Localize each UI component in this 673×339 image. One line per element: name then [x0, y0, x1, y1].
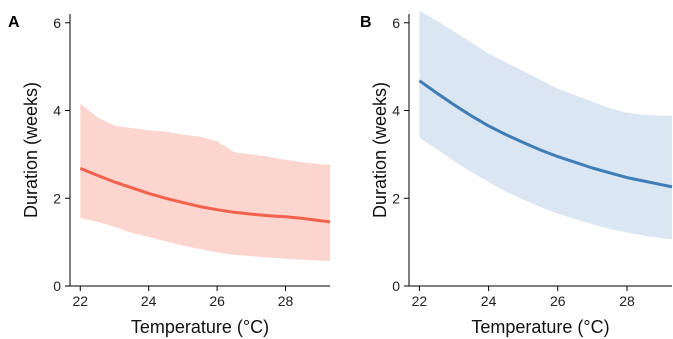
- panel-a-x-axis-label: Temperature (°C): [131, 317, 269, 337]
- panel-b-x-tick-label: 22: [412, 293, 428, 309]
- panel-a-mean-line: [79, 167, 331, 224]
- panel-a-y-tick-label: 4: [53, 103, 61, 119]
- panel-a-y-tick-label: 2: [53, 190, 61, 206]
- panel-a-y-tick-label: 0: [53, 278, 61, 294]
- panel-a-x-tick-label: 26: [209, 293, 225, 309]
- panel-a-x-tick-label: 22: [72, 293, 88, 309]
- panel-a-letter: A: [8, 14, 20, 31]
- panel-b-x-tick-label: 28: [619, 293, 635, 309]
- panel-b-y-axis-label: Duration (weeks): [370, 82, 390, 218]
- panel-a-y-axis-label: Duration (weeks): [21, 82, 41, 218]
- panel-a-confidence-band: [80, 103, 330, 262]
- panel-b-x-tick-label: 26: [550, 293, 566, 309]
- panel-b-letter: B: [360, 14, 372, 31]
- panel-b-x-tick-label: 24: [481, 293, 497, 309]
- panel-b-x-axis-label: Temperature (°C): [471, 317, 609, 337]
- panel-a-y-tick-label: 6: [53, 15, 61, 31]
- panel-b-y-tick-label: 0: [392, 278, 400, 294]
- panel-a-x-tick-label: 28: [278, 293, 294, 309]
- panel-b-y-tick-label: 2: [392, 190, 400, 206]
- panel-b-y-tick-label: 4: [392, 103, 400, 119]
- panel-b-confidence-band: [419, 10, 672, 240]
- panel-b-mean-line: [418, 79, 673, 189]
- panel-b-y-tick-label: 6: [392, 15, 400, 31]
- panel-a-x-tick-label: 24: [141, 293, 157, 309]
